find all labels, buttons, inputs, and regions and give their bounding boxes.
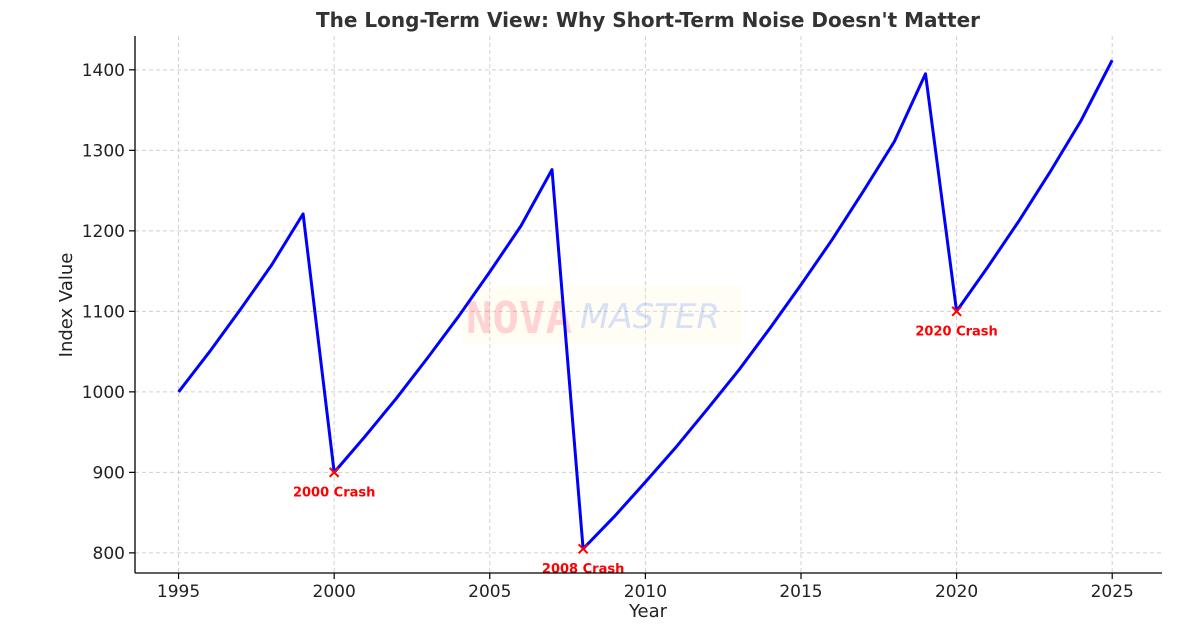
x-axis-label: Year xyxy=(628,601,668,622)
x-tick-label: 2025 xyxy=(1091,582,1134,602)
y-tick-label: 900 xyxy=(93,463,125,483)
y-axis-label: Index Value xyxy=(56,253,77,358)
x-tick-label: 2000 xyxy=(313,582,356,602)
axes xyxy=(134,36,1162,574)
y-tick-label: 800 xyxy=(93,544,125,564)
crash-annotations: 2000 Crash 2008 Crash 2020 Crash xyxy=(293,324,998,577)
crash-annotation-label: 2000 Crash xyxy=(293,485,375,500)
watermark-nova: NOVA xyxy=(466,293,572,344)
y-tick-label: 1000 xyxy=(82,383,125,403)
crash-annotation-label: 2008 Crash xyxy=(542,562,624,577)
grid xyxy=(135,36,1162,573)
watermark-master: MASTER xyxy=(580,297,720,337)
y-ticks: 800 900 1000 1100 1200 1300 1400 xyxy=(82,61,135,564)
crash-annotation-label: 2020 Crash xyxy=(915,324,997,339)
crash-marker xyxy=(951,306,962,317)
chart-title: The Long-Term View: Why Short-Term Noise… xyxy=(316,8,980,32)
x-tick-label: 2020 xyxy=(935,582,978,602)
watermark: NOVA MASTER xyxy=(462,286,742,344)
crash-markers xyxy=(328,306,962,555)
y-tick-label: 1100 xyxy=(82,302,125,322)
y-tick-label: 1200 xyxy=(82,222,125,242)
x-tick-label: 2005 xyxy=(468,582,511,602)
y-tick-label: 1300 xyxy=(82,141,125,161)
x-tick-label: 1995 xyxy=(157,582,200,602)
y-tick-label: 1400 xyxy=(82,61,125,81)
x-tick-label: 2015 xyxy=(779,582,822,602)
x-ticks: 1995 2000 2005 2010 2015 2020 2025 xyxy=(157,573,1134,602)
crash-marker xyxy=(577,543,589,555)
x-tick-label: 2010 xyxy=(624,582,667,602)
crash-marker xyxy=(328,467,340,478)
watermark-backdrop xyxy=(462,286,742,344)
